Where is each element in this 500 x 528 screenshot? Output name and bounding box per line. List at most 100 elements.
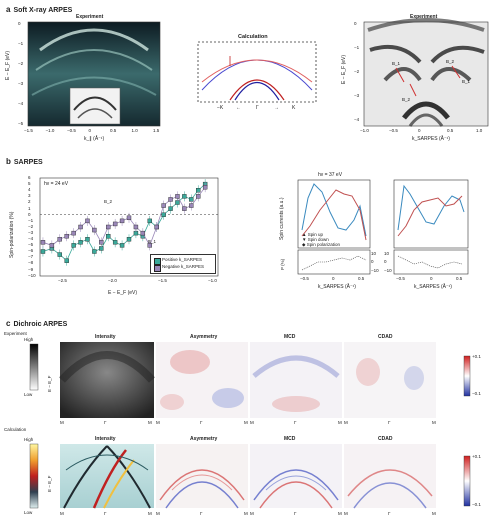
b-ytick-4: 2 (28, 199, 31, 205)
b-r1-xlabel: k_SARPES (Å⁻¹) (318, 284, 356, 290)
c-xlabel-calc-2-2: M (338, 511, 342, 516)
data-point (182, 206, 187, 211)
c-col-header-calc-1: Asymmetry (190, 436, 218, 442)
a-right-xtick-3: 0.5 (447, 128, 454, 133)
a-mid-label-gamma: Γ (256, 105, 259, 111)
c-xlabel-exp-2-1: Γ (294, 420, 297, 425)
data-point (78, 240, 83, 245)
b-ytick-16: −10 (28, 272, 36, 278)
c-xlabel-exp-1-0: M (156, 420, 160, 425)
data-point (78, 224, 83, 230)
c-calc-ylabel: E − E_F (47, 475, 52, 492)
data-point (126, 215, 132, 221)
c-col-header-2: MCD (284, 334, 296, 340)
panel-a-left-image (27, 21, 161, 127)
a-right-xtick-0: −1.0 (360, 128, 369, 133)
c-exp-low: Low (24, 392, 33, 397)
c-div-top-plus: +0.1 (472, 354, 481, 359)
legend-spin-polarization: ◆ Spin polarization (302, 242, 340, 247)
a-left-xtick-4: 0.5 (110, 128, 117, 133)
legend-label-positive: Positive k_SARPES (162, 257, 203, 262)
b-ytick-7: −1 (28, 217, 34, 223)
data-point (92, 227, 97, 233)
b-right-ylabel-bottom: P (%) (280, 258, 285, 270)
b-r2-ptick-bottom: −10 (384, 268, 392, 273)
diverging-colorbar-top (463, 355, 471, 397)
b-r2-xtick-2: 0.5 (456, 276, 463, 281)
panel-b-title: b SARPES (6, 157, 43, 167)
gray-colorbar (29, 343, 39, 391)
a-right-ylabel: E − E_F (eV) (341, 54, 347, 84)
a-right-ytick-1: −1 (354, 45, 360, 50)
c-calculation-label: Calculation (4, 427, 27, 432)
c-calc-low: Low (24, 510, 33, 515)
data-point (161, 212, 166, 217)
c-xlabel-exp-2-0: M (250, 420, 254, 425)
experiment-intensity-map (59, 342, 155, 418)
b-ytick-11: −5 (28, 242, 34, 248)
a-left-ytick-2: −2 (18, 61, 24, 66)
b-right-hv: hν = 37 eV (318, 172, 343, 178)
c-xlabel-calc-0-0: M (60, 511, 64, 516)
c-xlabel-exp-0-1: Γ (104, 420, 107, 425)
c-xlabel-calc-2-1: Γ (294, 511, 297, 516)
data-point (182, 194, 187, 199)
c-div-top-minus: −0.1 (472, 391, 481, 396)
legend-swatch-positive (154, 258, 161, 265)
c-xlabel-calc-1-1: Γ (200, 511, 203, 516)
c-xlabel-calc-2-0: M (250, 511, 254, 516)
legend-spin-up: ▲ Spin up (302, 232, 323, 237)
data-point (49, 243, 55, 248)
spin-polarization-chart (40, 179, 208, 266)
b-ytick-14: −8 (28, 260, 34, 266)
spin-currents-plot-2 (393, 179, 469, 275)
a-left-xtick-0: −1.5 (24, 128, 33, 133)
experiment-cdad-map (344, 342, 436, 418)
a-middle-title: Calculation (238, 34, 268, 40)
b-r2-ptick-top: 10 (384, 251, 390, 256)
a-mid-label-arrow-left: ← (236, 105, 241, 111)
b-r1-xtick-2: 0.5 (358, 276, 365, 281)
calculation-intensity-map (60, 444, 154, 509)
calculation-asymmetry-map (156, 444, 248, 509)
a-right-xtick-1: −0.5 (389, 128, 398, 133)
data-point (106, 233, 111, 239)
c-col-header-calc-0: Intensity (95, 436, 116, 442)
b-ytick-0: 6 (28, 175, 31, 180)
a-right-xtick-2: 0 (418, 128, 421, 133)
a-right-ytick-4: −4 (354, 117, 360, 122)
a-left-xtick-5: 1.0 (131, 128, 138, 133)
c-xlabel-exp-2-2: M (338, 420, 342, 425)
c-exp-high: High (24, 337, 34, 342)
a-right-xtick-4: 1.0 (476, 128, 483, 133)
b-ytick-12: −6 (28, 248, 34, 254)
legend-swatch-negative (154, 265, 161, 272)
data-point (92, 249, 97, 254)
panel-a-middle-plot (197, 41, 317, 103)
b-r1-xtick-1: 0 (332, 276, 335, 281)
diverging-colorbar-bottom (463, 455, 471, 507)
b-xtick-2: −1.5 (158, 278, 167, 283)
experiment-mcd-map (250, 342, 342, 418)
data-point (71, 243, 76, 248)
a-right-title: Experiment (410, 14, 438, 20)
b-xtick-1: −2.0 (108, 278, 117, 283)
a-left-xtick-6: 1.5 (153, 128, 160, 133)
a-right-ann-b2-left: B_2 (402, 97, 411, 102)
b-ytick-5: 1 (28, 205, 31, 211)
data-point (147, 218, 152, 224)
b-main-ann-b2: B_2 (104, 199, 113, 204)
b-main-ann-b1: B_1 (148, 239, 157, 244)
data-point (175, 194, 180, 199)
hot-colorbar (29, 443, 39, 509)
c-experiment-label: Experiment (4, 331, 27, 336)
b-r1-ptick-zero: 0 (371, 259, 374, 264)
a-left-ytick-4: −4 (18, 101, 24, 106)
data-point (196, 194, 201, 199)
data-point (133, 224, 139, 230)
a-right-xlabel: k_SARPES (Å⁻¹) (412, 136, 450, 142)
a-left-ytick-1: −1 (18, 41, 24, 46)
c-xlabel-exp-3-0: M (344, 420, 348, 425)
a-left-xtick-3: 0 (88, 128, 92, 133)
